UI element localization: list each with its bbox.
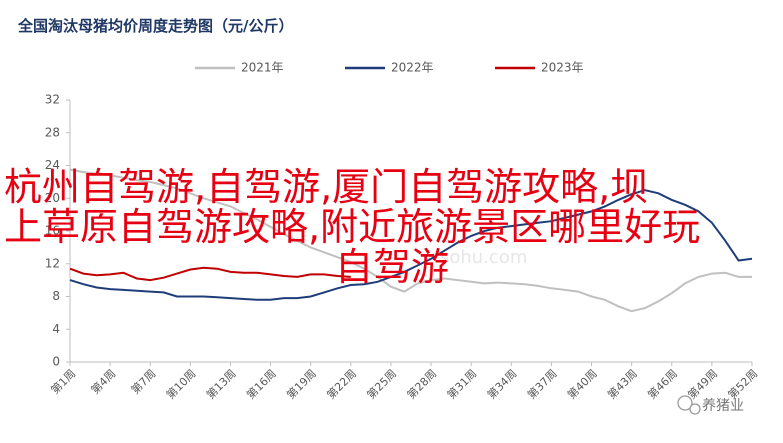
x-tick-label: 第37周 xyxy=(524,366,559,401)
y-tick-label: 32 xyxy=(45,93,60,107)
series-line xyxy=(69,168,752,313)
overlay-headline: 上草原自驾游攻略,附近旅游景区哪里好玩 xyxy=(4,205,700,249)
watermark: sohu.com xyxy=(440,247,527,268)
x-tick-label: 第16周 xyxy=(243,366,278,401)
y-tick-label: 0 xyxy=(52,355,60,369)
x-tick-label: 第46周 xyxy=(645,366,680,401)
x-tick-label: 第40周 xyxy=(564,366,599,401)
x-tick-label: 第13周 xyxy=(203,366,238,401)
x-tick-label: 第4周 xyxy=(88,366,118,396)
y-tick-label: 8 xyxy=(52,289,60,303)
x-tick-label: 第1周 xyxy=(48,366,78,396)
x-tick-label: 第49周 xyxy=(685,366,720,401)
x-tick-label: 第43周 xyxy=(605,366,640,401)
y-tick-label: 16 xyxy=(45,224,60,238)
x-tick-label: 第7周 xyxy=(128,366,158,396)
legend-label: 2022年 xyxy=(391,61,434,75)
overlay-headline: 杭州自驾游,自驾游,厦门自驾游攻略,坝 xyxy=(4,165,648,209)
y-tick-label: 24 xyxy=(45,158,60,172)
x-tick-label: 第31周 xyxy=(444,366,479,401)
x-tick-label: 第34周 xyxy=(484,366,519,401)
x-tick-label: 第28周 xyxy=(404,366,439,401)
series-line xyxy=(69,189,753,301)
overlay-headline: 自驾游 xyxy=(335,245,449,289)
x-tick-label: 第19周 xyxy=(284,366,319,401)
y-tick-label: 4 xyxy=(52,322,60,336)
source: 养猪业 xyxy=(702,398,744,414)
series-line xyxy=(69,266,351,282)
legend-label: 2021年 xyxy=(241,61,284,75)
x-tick-label: 第52周 xyxy=(725,366,760,401)
x-tick-label: 第25周 xyxy=(364,366,399,401)
y-tick-label: 20 xyxy=(45,191,60,205)
y-tick-label: 12 xyxy=(45,256,60,270)
chart-title: 全国淘汰母猪均价周度走势图（元/公斤） xyxy=(17,17,293,35)
wechat-icon xyxy=(677,395,701,415)
y-tick-label: 28 xyxy=(45,125,60,139)
x-tick-label: 第22周 xyxy=(324,366,359,401)
legend-label: 2023年 xyxy=(541,61,584,75)
x-tick-label: 第10周 xyxy=(163,366,198,401)
